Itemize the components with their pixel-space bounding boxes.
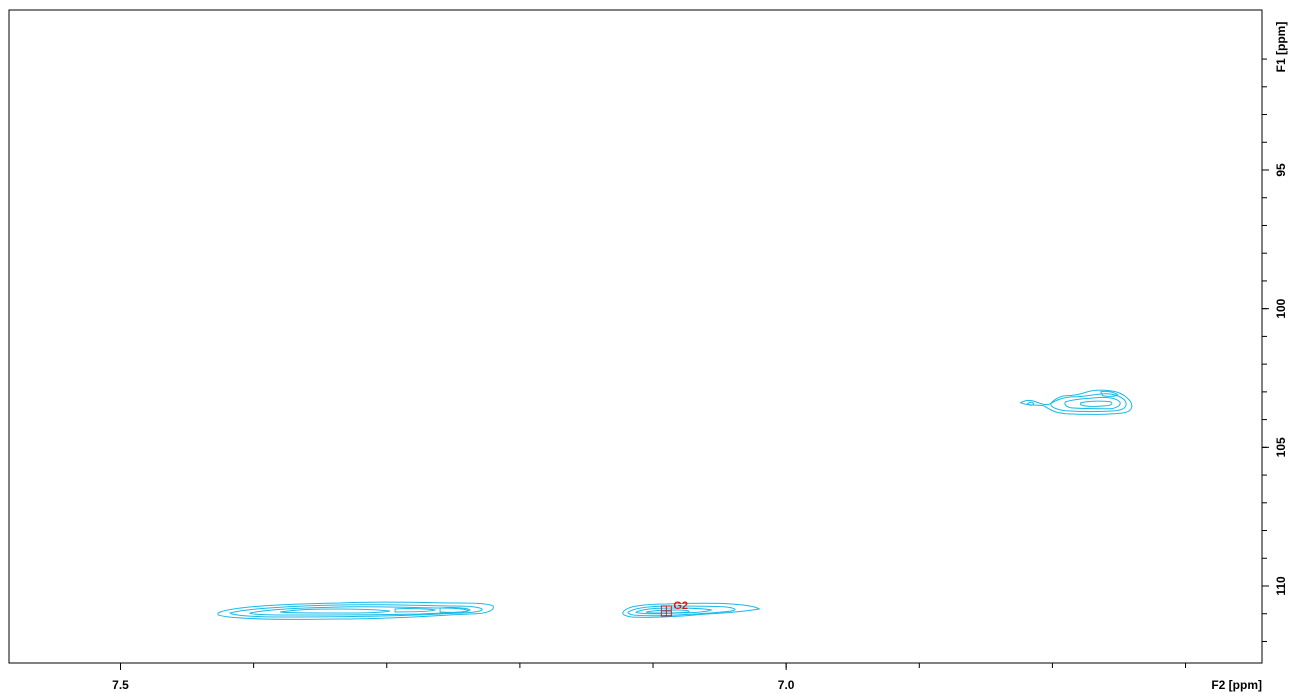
contour-line (635, 607, 714, 615)
peak-annotations: G2 (660, 600, 688, 617)
contour-line (1064, 396, 1121, 410)
y-tick-label: 110 (1274, 576, 1288, 596)
contour-layer (217, 389, 1133, 620)
contour-line (645, 609, 690, 614)
y-axis-title: F1 [ppm] (1274, 22, 1288, 73)
peak-contour-group (1019, 389, 1133, 415)
peak-contour-group (622, 602, 761, 618)
y-tick-label: 100 (1274, 298, 1288, 318)
y-axis-ticks: 95 100 105 110 (1262, 58, 1288, 642)
contour-line (279, 608, 391, 614)
contour-line (1080, 400, 1113, 407)
peak-contour-group (217, 601, 494, 620)
peak-marker: G2 (660, 600, 688, 617)
contour-line (394, 608, 437, 613)
y-tick-label: 95 (1274, 163, 1288, 177)
contour-line (1050, 393, 1127, 412)
x-axis-ticks: 7.57.06.56.0 (112, 663, 1187, 692)
contour-line (217, 601, 494, 620)
contour-line (249, 606, 469, 616)
contour-line (1019, 389, 1133, 415)
peak-label: G2 (673, 600, 688, 612)
contour-line (229, 604, 483, 618)
y-tick-label: 105 (1274, 437, 1288, 457)
contour-line (1099, 390, 1119, 397)
x-tick-label: 7.0 (778, 678, 795, 692)
contour-line (439, 607, 471, 613)
x-tick-label: 7.5 (112, 678, 129, 692)
plot-area (8, 9, 1263, 664)
x-axis-title: F2 [ppm] (1211, 678, 1262, 692)
contour-line (622, 602, 761, 618)
contour-line (1026, 401, 1035, 406)
